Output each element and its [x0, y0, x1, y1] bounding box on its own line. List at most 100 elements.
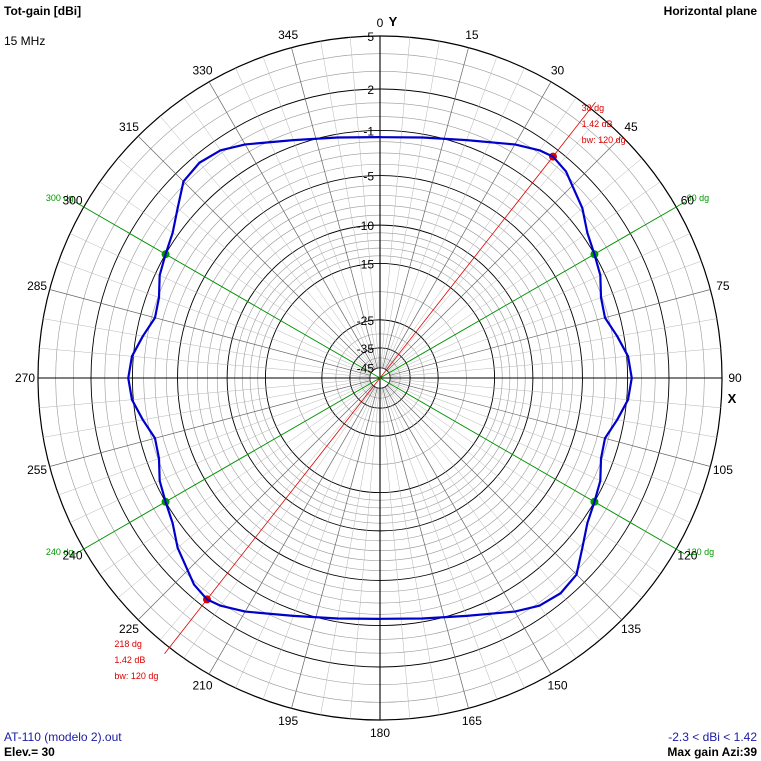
radial-spoke: [388, 383, 661, 575]
halfpower-label: 60 dg: [687, 193, 710, 203]
ring-label: -25: [357, 314, 375, 328]
frequency-label: 15 MHz: [4, 34, 46, 48]
radial-spoke: [386, 115, 601, 371]
angle-tick-label: 330: [192, 64, 212, 78]
radial-spoke: [69, 233, 371, 374]
ring-label: -5: [363, 170, 374, 184]
ring-label: -1: [363, 124, 374, 138]
radial-spoke: [385, 97, 577, 370]
ring-label: -15: [357, 257, 375, 271]
radial-spoke: [291, 387, 378, 709]
radial-spoke: [390, 347, 721, 378]
angle-tick-label: 345: [278, 28, 298, 42]
radial-spoke: [208, 81, 376, 370]
max-gain-label: bw: 120 dg: [582, 135, 626, 145]
radial-spoke: [387, 157, 643, 372]
radial-spoke: [382, 387, 469, 709]
halfpower-label: 240 dg: [46, 547, 74, 557]
max-gain-label: 218 dg: [114, 639, 142, 649]
max-gain-label: bw: 120 dg: [114, 671, 158, 681]
radial-spoke: [389, 381, 702, 496]
radial-spoke: [159, 385, 374, 641]
pattern-curve: [127, 136, 633, 620]
max-gain-label: 38 dg: [582, 103, 605, 113]
radial-spoke: [69, 382, 371, 523]
radial-spoke: [387, 385, 623, 621]
radial-spoke: [349, 388, 380, 719]
radial-spoke: [183, 97, 375, 370]
angle-tick-label: 105: [713, 463, 733, 477]
radial-spoke: [320, 41, 379, 368]
halfpower-line: [74, 201, 381, 379]
halfpower-label: 120 dg: [687, 547, 715, 557]
radial-spoke: [320, 388, 379, 715]
radial-spoke: [389, 382, 691, 523]
radial-spoke: [381, 388, 440, 715]
radial-spoke: [381, 41, 440, 368]
max-gain-line: [379, 101, 596, 379]
radial-spoke: [49, 289, 371, 376]
angle-tick-label: 225: [119, 622, 139, 636]
radial-spoke: [383, 56, 498, 369]
radial-spoke: [387, 384, 643, 599]
angle-tick-label: 75: [716, 279, 730, 293]
radial-spoke: [262, 56, 377, 369]
radial-spoke: [43, 318, 370, 377]
radial-spoke: [117, 157, 373, 372]
radial-spoke: [384, 81, 552, 370]
angle-tick-label: 315: [119, 120, 139, 134]
radial-spoke: [183, 386, 375, 659]
radial-spoke: [39, 347, 370, 378]
radial-spoke: [385, 386, 577, 659]
angle-tick-label: 180: [370, 726, 390, 740]
radial-spoke: [386, 385, 601, 641]
max-gain-label: 1.42 dB: [582, 119, 613, 129]
radial-spoke: [117, 384, 373, 599]
angle-tick-label: 255: [27, 463, 47, 477]
angle-tick-label: 165: [462, 714, 482, 728]
halfpower-line: [379, 201, 686, 379]
angle-tick-label: 285: [27, 279, 47, 293]
ring-label: 5: [367, 30, 374, 44]
halfpower-line: [74, 377, 381, 555]
radial-spoke: [349, 37, 380, 368]
file-name: AT-110 (modelo 2).out: [4, 730, 122, 744]
radial-spoke: [389, 260, 702, 375]
radial-spoke: [49, 380, 371, 467]
angle-tick-label: 45: [624, 120, 638, 134]
ring-label: -10: [357, 219, 375, 233]
radial-spoke: [208, 386, 376, 675]
radial-spoke: [384, 67, 525, 369]
radial-spoke: [235, 387, 376, 689]
halfpower-line: [379, 377, 686, 555]
angle-tick-label: 300: [63, 194, 83, 208]
chart-labels: 60 dg 120 dg 240 dg 300 dg 38 dg 1.42 dB bw: 1…: [15, 14, 742, 740]
radial-spoke: [390, 378, 721, 409]
max-gain-line: [164, 377, 381, 655]
ring-label: -35: [357, 342, 375, 356]
radial-spoke: [58, 381, 371, 496]
radial-spoke: [384, 387, 525, 689]
angle-tick-label: 240: [63, 549, 83, 563]
halfpower-label: 300 dg: [46, 193, 74, 203]
radial-spoke: [39, 378, 370, 409]
radial-spoke: [388, 181, 661, 373]
gain-range-label: -2.3 < dBi < 1.42: [668, 730, 757, 744]
max-gain-label: Max gain Azi:39: [667, 745, 757, 759]
radial-spoke: [389, 233, 691, 374]
radial-spoke: [384, 386, 552, 675]
radial-spoke: [383, 387, 498, 700]
x-axis-label: X: [728, 391, 737, 406]
angle-tick-label: 210: [192, 678, 212, 692]
plane-label: Horizontal plane: [663, 4, 757, 18]
radial-spoke: [390, 318, 717, 377]
radial-spoke: [387, 135, 623, 371]
y-axis-label: Y: [389, 14, 398, 29]
radial-spoke: [291, 47, 378, 369]
angle-tick-label: 30: [551, 64, 565, 78]
angle-tick-label: 120: [677, 549, 697, 563]
elevation-label: Elev.= 30: [4, 745, 55, 759]
radial-spoke: [99, 383, 372, 575]
radial-spoke: [389, 380, 711, 467]
radial-spoke: [262, 387, 377, 700]
